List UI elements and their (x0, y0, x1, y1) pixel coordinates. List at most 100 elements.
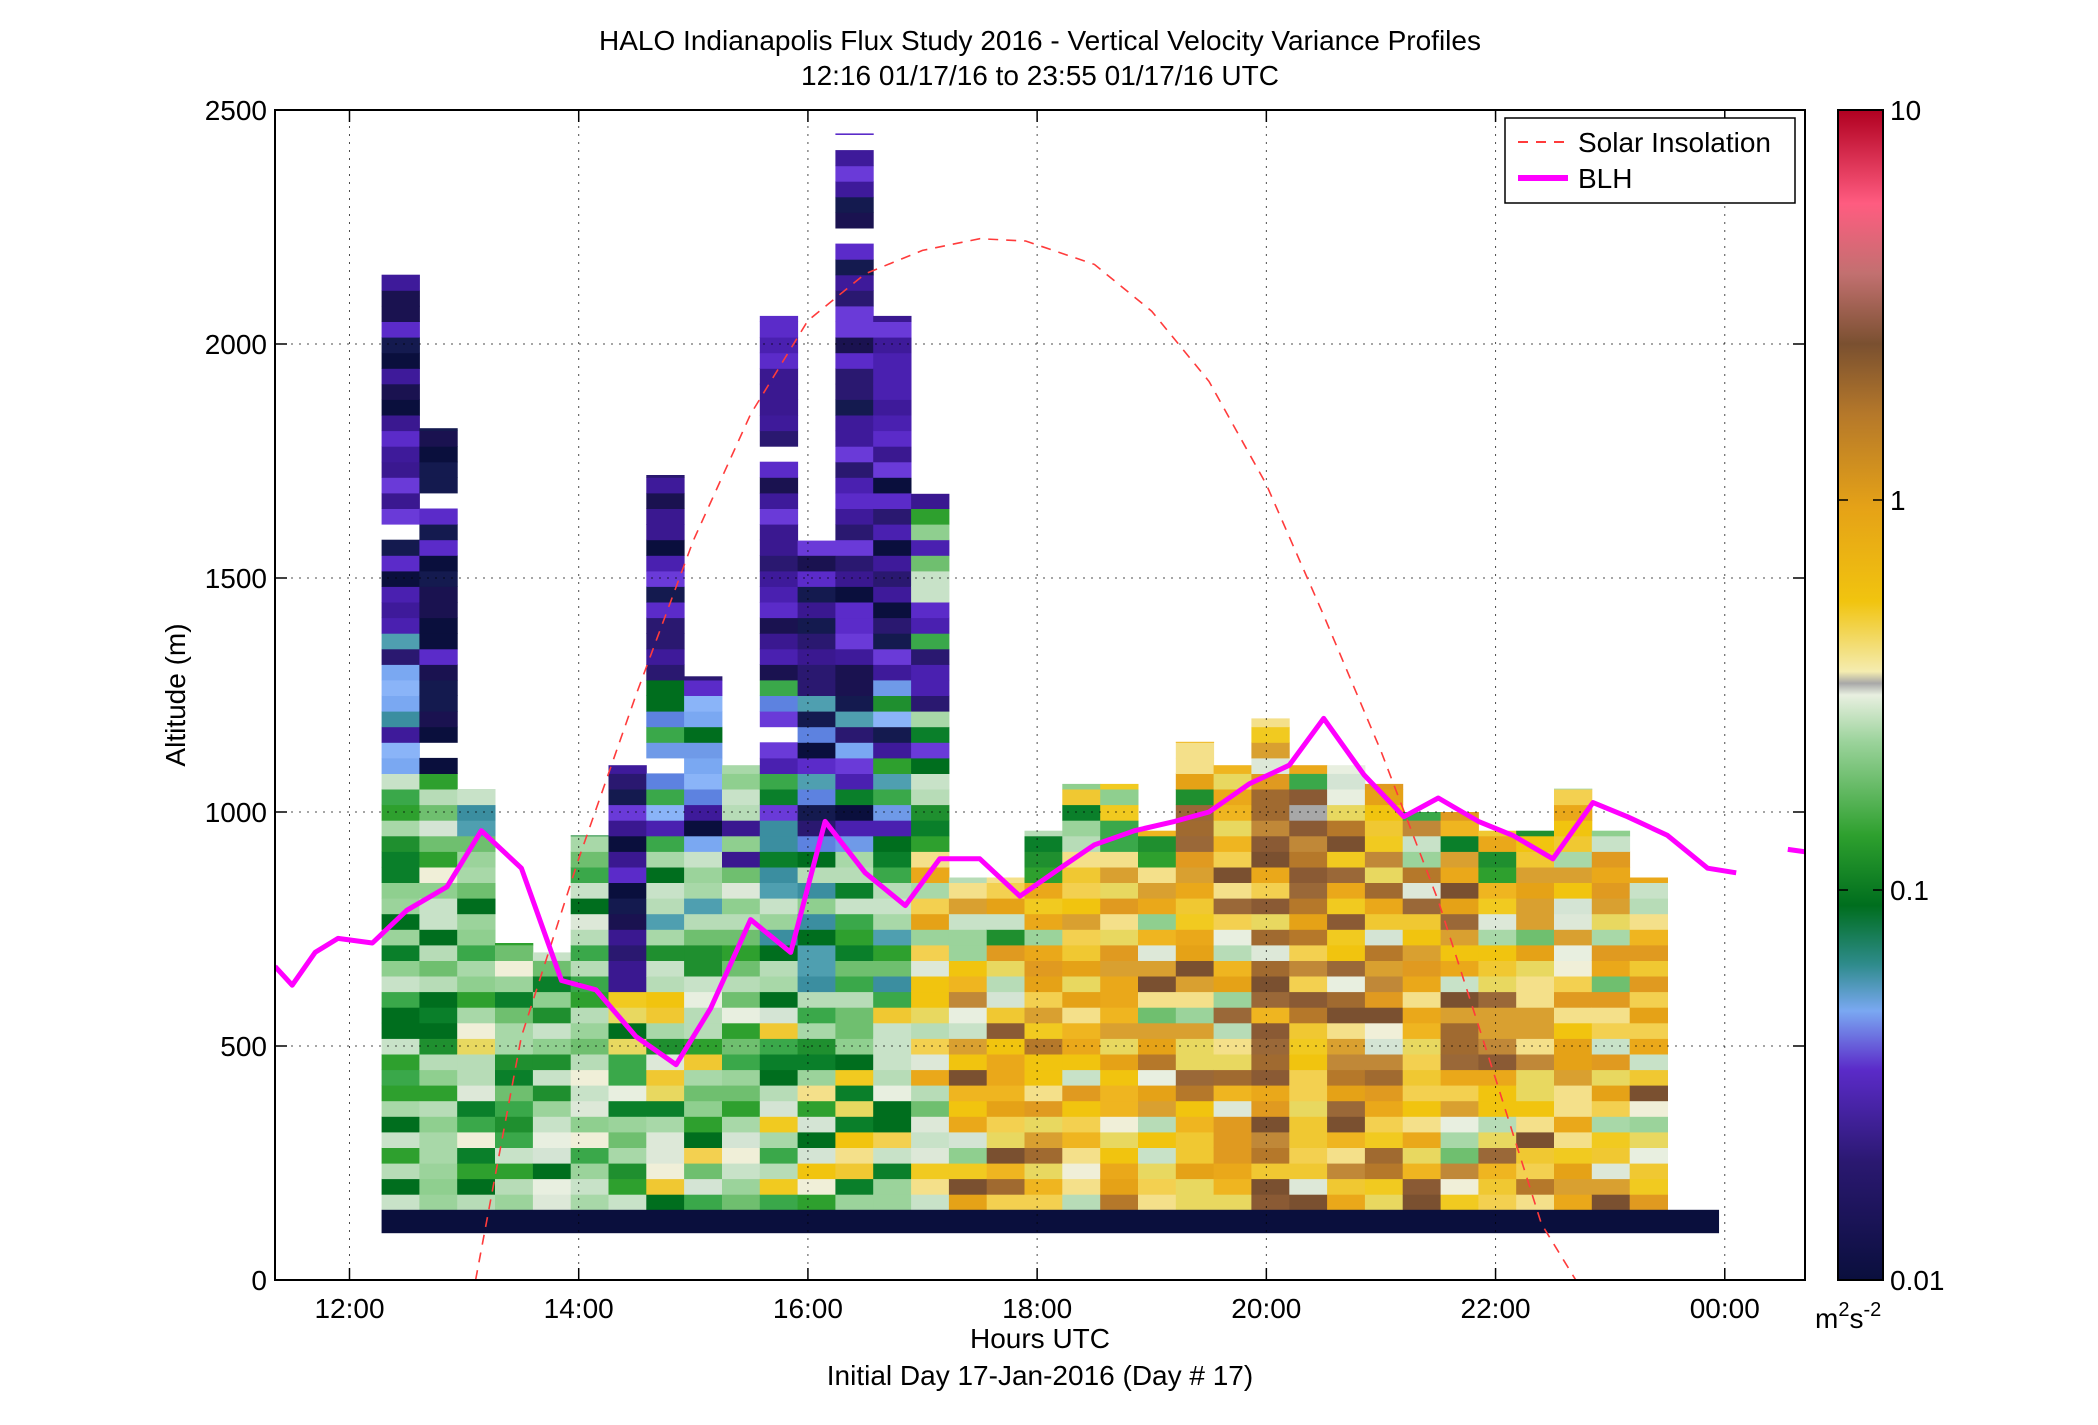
heatmap-cell (381, 773, 420, 790)
heatmap-cell (608, 1163, 647, 1180)
heatmap-cell (1251, 1054, 1290, 1071)
heatmap-cell (1364, 898, 1404, 915)
heatmap-cell (911, 664, 950, 681)
heatmap-cell (873, 1069, 912, 1086)
heatmap-cell (835, 711, 874, 728)
heatmap-cell (1478, 944, 1517, 961)
heatmap-cell (1024, 1022, 1063, 1039)
heatmap-cell (1024, 960, 1063, 977)
heatmap-cell (986, 913, 1025, 930)
heatmap-cell (419, 1100, 458, 1117)
heatmap-cell (911, 1147, 950, 1164)
heatmap-cell (684, 976, 723, 993)
heatmap-cell (835, 415, 874, 432)
heatmap-cell (1516, 991, 1555, 1008)
heatmap-cell (570, 1163, 609, 1180)
heatmap-cell (1440, 898, 1479, 915)
heatmap-cell (646, 711, 685, 728)
heatmap-cell (835, 430, 874, 447)
heatmap-cell (495, 1022, 534, 1039)
heatmap-cell (381, 633, 420, 650)
heatmap-cell (797, 1069, 836, 1086)
heatmap-cell (684, 1100, 723, 1117)
legend-blh-label: BLH (1578, 163, 1632, 194)
heatmap-cell (1440, 1022, 1479, 1039)
heatmap-cell (419, 461, 458, 478)
heatmap-cell (1440, 1163, 1479, 1180)
heatmap-cell (1175, 1085, 1215, 1102)
heatmap-cell (1175, 866, 1215, 883)
heatmap-cell (381, 305, 420, 322)
heatmap-cell (608, 1069, 647, 1086)
heatmap-cell (722, 1100, 761, 1117)
heatmap-cell (1100, 1116, 1139, 1133)
heatmap-cell (948, 1116, 988, 1133)
heatmap-cell (835, 1054, 874, 1071)
heatmap-cell (797, 617, 836, 634)
heatmap-cell (1440, 944, 1479, 961)
heatmap-cell (1591, 1069, 1631, 1086)
heatmap-cell (1100, 1147, 1139, 1164)
heatmap-cell (1100, 1038, 1139, 1055)
heatmap-cell (1402, 1178, 1441, 1195)
heatmap-cell (1100, 1022, 1139, 1039)
heatmap-cell (1364, 991, 1404, 1008)
heatmap-cell (759, 789, 799, 806)
heatmap-cell (1175, 1116, 1215, 1133)
heatmap-cell (419, 711, 458, 728)
heatmap-cell (1478, 898, 1517, 915)
heatmap-cell (1100, 1069, 1139, 1086)
y-tick-label: 1000 (205, 797, 267, 828)
heatmap-cell (835, 726, 874, 743)
heatmap-cell (911, 695, 950, 712)
heatmap-cell (532, 1131, 572, 1148)
heatmap-cell (1440, 1007, 1479, 1024)
heatmap-cell (1478, 976, 1517, 993)
heatmap-cell (835, 789, 874, 806)
heatmap-cell (419, 508, 458, 525)
heatmap-cell (759, 321, 799, 338)
heatmap-cell (1629, 1038, 1668, 1055)
heatmap-cell (722, 1054, 761, 1071)
heatmap-cell (797, 1100, 836, 1117)
heatmap-cell (1402, 1116, 1441, 1133)
heatmap-cell (646, 648, 685, 665)
colorbar-tick-label: 0.01 (1890, 1265, 1945, 1296)
heatmap-cell (835, 991, 874, 1008)
heatmap-cell (457, 913, 496, 930)
x-tick-label: 18:00 (1002, 1293, 1072, 1324)
heatmap-cell (1478, 1007, 1517, 1024)
heatmap-cell (1327, 820, 1366, 837)
heatmap-cell (986, 1163, 1025, 1180)
x-tick-label: 12:00 (314, 1293, 384, 1324)
heatmap-cell (1629, 1147, 1668, 1164)
heatmap-cell (684, 1085, 723, 1102)
heatmap-cell (1289, 1194, 1328, 1211)
heatmap-cell (646, 929, 685, 946)
heatmap-cell (646, 960, 685, 977)
heatmap-cell (381, 695, 420, 712)
heatmap-cell (457, 929, 496, 946)
heatmap-cell (419, 555, 458, 572)
heatmap-cell (911, 524, 950, 541)
heatmap-cell (1100, 1007, 1139, 1024)
heatmap-cell (797, 804, 836, 821)
heatmap-cell (419, 1116, 458, 1133)
heatmap-cell (1213, 991, 1252, 1008)
heatmap-cell (457, 1022, 496, 1039)
heatmap-cell (1516, 1116, 1555, 1133)
heatmap-cell (1591, 1147, 1631, 1164)
heatmap-cell (1402, 944, 1441, 961)
heatmap-cell (797, 633, 836, 650)
heatmap-cell (1440, 1054, 1479, 1071)
heatmap-cell (1440, 1178, 1479, 1195)
heatmap-cell (759, 492, 799, 509)
heatmap-cell (1591, 1163, 1631, 1180)
heatmap-cell (1289, 851, 1328, 868)
heatmap-cell (1591, 944, 1631, 961)
heatmap-cell (1289, 1178, 1328, 1195)
heatmap-cell (381, 383, 420, 400)
heatmap-cell (646, 524, 685, 541)
heatmap-cell (1138, 1147, 1177, 1164)
heatmap-cell (986, 898, 1025, 915)
